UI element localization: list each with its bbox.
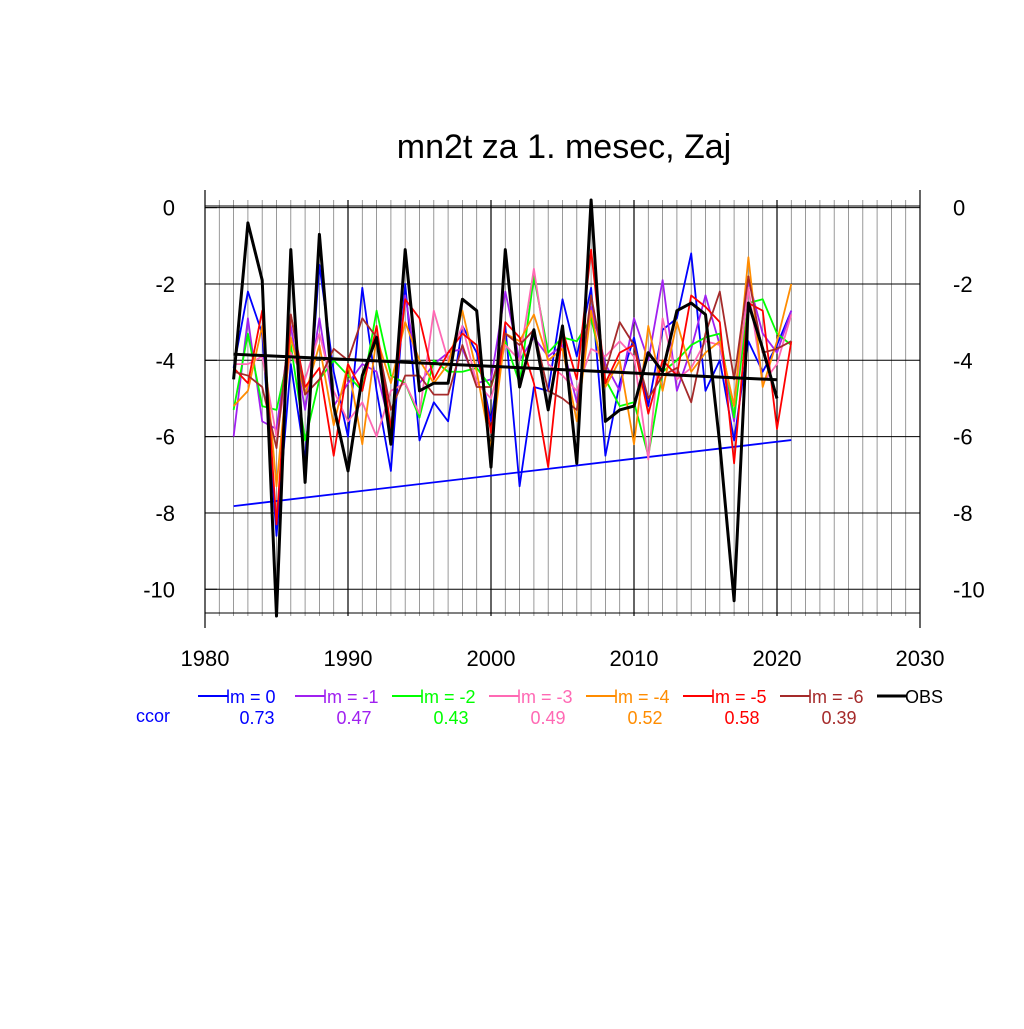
ccor-value-1: 0.47 bbox=[336, 708, 371, 728]
y-tick-label-right: -8 bbox=[953, 501, 973, 526]
chart-title: mn2t za 1. mesec, Zaj bbox=[397, 128, 731, 166]
y-tick-label-right: -4 bbox=[953, 348, 973, 373]
legend-label-3: lm = -3 bbox=[517, 687, 573, 707]
legend-label-1: lm = -1 bbox=[323, 687, 379, 707]
series-layer bbox=[232, 198, 793, 618]
trend-line-0 bbox=[233, 439, 792, 507]
ccor-value-4: 0.52 bbox=[627, 708, 662, 728]
ccor-value-5: 0.58 bbox=[724, 708, 759, 728]
legend-label-7: OBS bbox=[905, 687, 943, 707]
x-tick-label: 2030 bbox=[896, 646, 945, 671]
y-tick-label-left: -8 bbox=[155, 501, 175, 526]
y-tick-label-left: 0 bbox=[163, 196, 175, 221]
y-tick-label-left: -2 bbox=[155, 272, 175, 297]
ccor-label: ccor bbox=[136, 706, 170, 726]
x-tick-label: 2000 bbox=[467, 646, 516, 671]
x-tick-label: 1980 bbox=[181, 646, 230, 671]
ccor-value-0: 0.73 bbox=[239, 708, 274, 728]
series-line-2 bbox=[232, 275, 792, 457]
legend-label-0: lm = 0 bbox=[226, 687, 276, 707]
legend-label-2: lm = -2 bbox=[420, 687, 476, 707]
y-tick-label-right: 0 bbox=[953, 196, 965, 221]
y-tick-label-left: -4 bbox=[155, 348, 175, 373]
legend-label-5: lm = -5 bbox=[711, 687, 767, 707]
x-tick-label: 2020 bbox=[753, 646, 802, 671]
axes-layer: 0 0 -2 -2 -4 -4 -6 -6 -8 -8 -10 -10 1980 1990 2000 2010… bbox=[143, 190, 985, 671]
trend-line-7 bbox=[233, 352, 778, 382]
x-tick-label: 2010 bbox=[610, 646, 659, 671]
y-tick-label-right: -2 bbox=[953, 272, 973, 297]
ccor-value-6: 0.39 bbox=[821, 708, 856, 728]
ccor-value-3: 0.49 bbox=[530, 708, 565, 728]
legend-label-6: lm = -6 bbox=[808, 687, 864, 707]
y-tick-label-left: -6 bbox=[155, 425, 175, 450]
y-tick-label-left: -10 bbox=[143, 577, 175, 602]
y-tick-label-right: -10 bbox=[953, 577, 985, 602]
series-line-7 bbox=[232, 198, 779, 618]
series-line-6 bbox=[233, 275, 792, 449]
x-tick-label: 1990 bbox=[324, 646, 373, 671]
legend-label-4: lm = -4 bbox=[614, 687, 670, 707]
y-tick-label-right: -6 bbox=[953, 425, 973, 450]
series-line-4 bbox=[232, 256, 793, 488]
ccor-value-2: 0.43 bbox=[433, 708, 468, 728]
